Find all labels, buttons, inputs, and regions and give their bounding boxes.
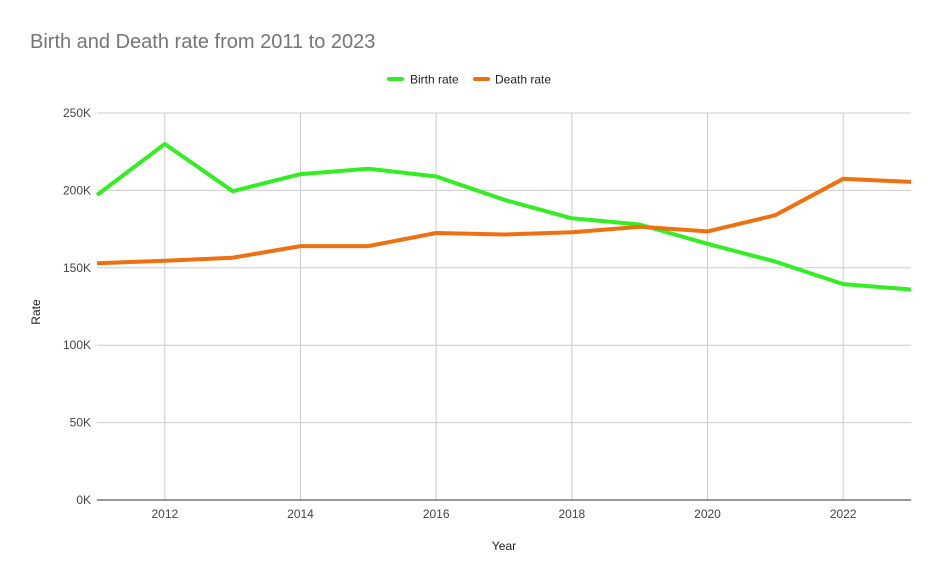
series-line-birth-rate (95, 142, 912, 292)
series-lines (95, 142, 912, 292)
y-tick-label: 250K (63, 106, 91, 120)
y-tick-label: 0K (76, 493, 91, 507)
y-axis-ticks: 0K 50K 100K 150K 200K 250K (63, 106, 91, 507)
x-tick-label: 2022 (830, 507, 857, 521)
y-tick-label: 150K (63, 261, 91, 275)
y-tick-label: 50K (70, 416, 91, 430)
legend-label-death-rate: Death rate (495, 73, 551, 87)
y-tick-label: 100K (63, 338, 91, 352)
y-axis-label: Rate (29, 299, 43, 325)
chart-title: Birth and Death rate from 2011 to 2023 (30, 31, 375, 53)
x-tick-label: 2018 (558, 507, 585, 521)
legend-label-birth-rate: Birth rate (410, 73, 459, 87)
legend: Birth rate Death rate (387, 73, 551, 87)
x-tick-label: 2012 (151, 507, 178, 521)
x-axis-label: Year (492, 539, 516, 553)
x-axis-ticks: 2012 2014 2016 2018 2020 2022 (151, 507, 856, 521)
series-line-death-rate (96, 176, 912, 266)
x-tick-label: 2014 (287, 507, 314, 521)
gridlines (97, 112, 911, 500)
x-tick-label: 2020 (694, 507, 721, 521)
y-tick-label: 200K (63, 183, 91, 197)
x-tick-label: 2016 (423, 507, 450, 521)
